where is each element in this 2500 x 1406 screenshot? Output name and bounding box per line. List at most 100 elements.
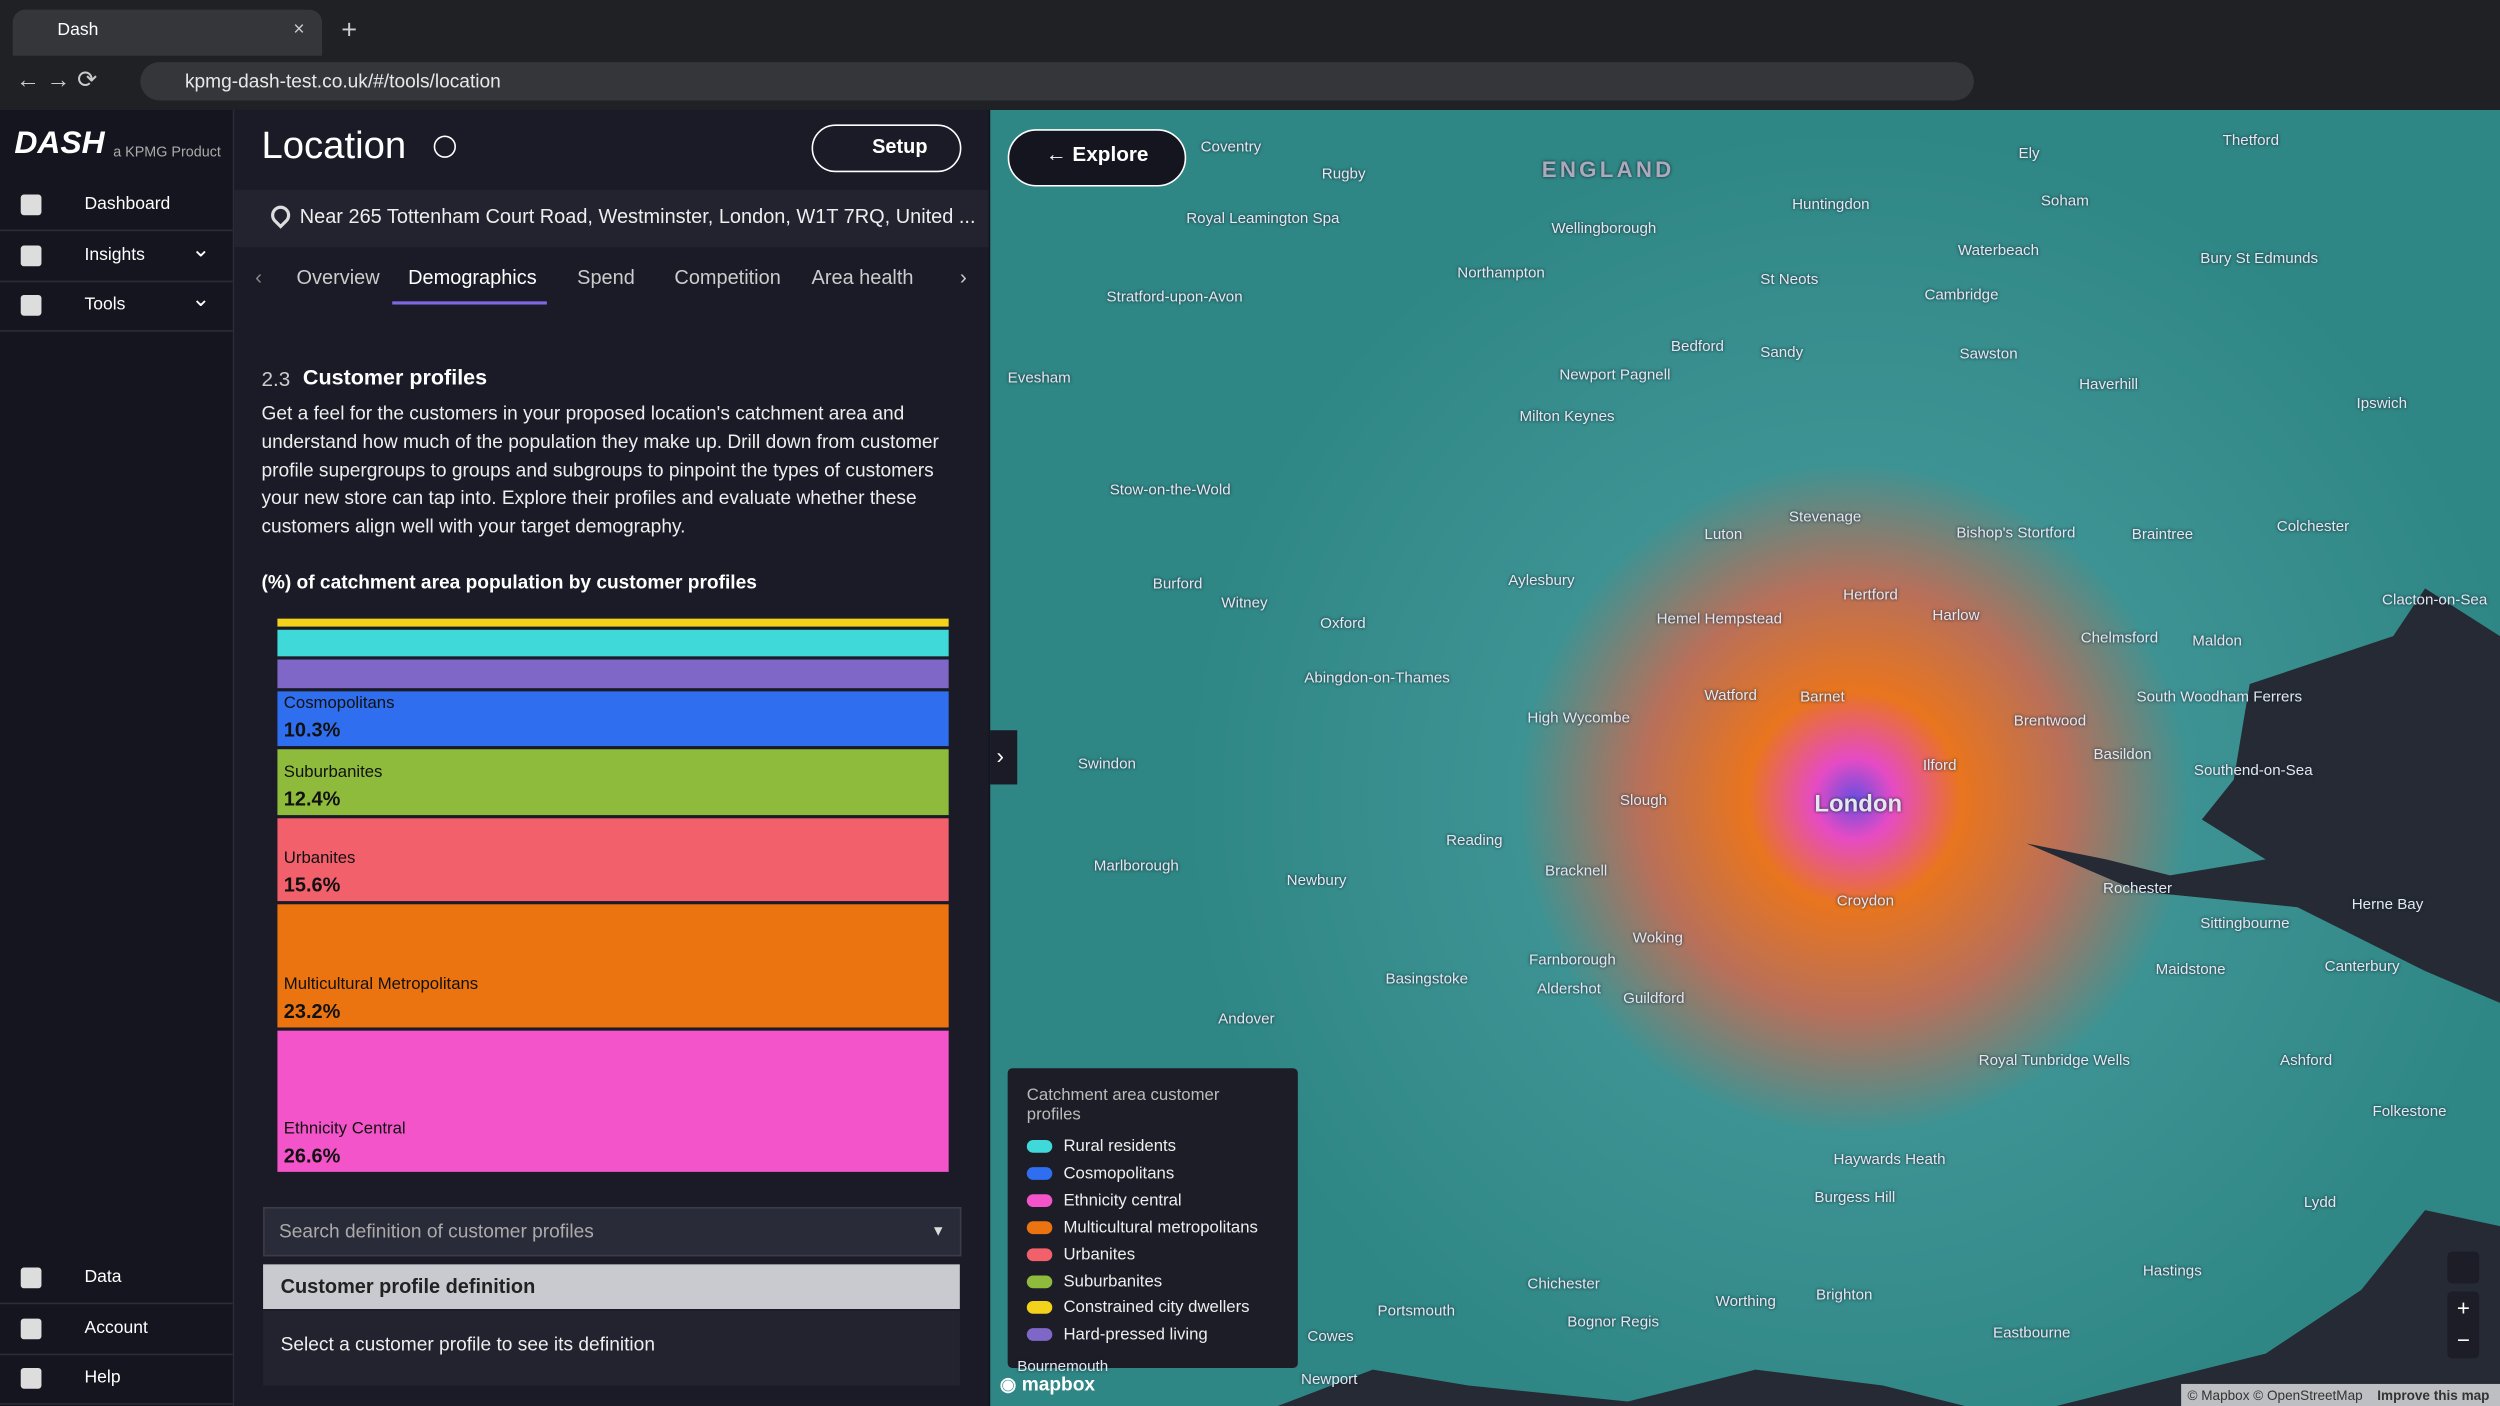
segment-label: Multicultural Metropolitans	[284, 974, 478, 993]
map-label: Thetford	[2222, 132, 2280, 150]
chevron: ⌄	[191, 285, 211, 311]
map-label: Worthing	[1715, 1293, 1776, 1311]
map-label: Brighton	[1816, 1286, 1873, 1305]
tab-underline	[392, 301, 547, 305]
chart-title: (%) of catchment area population by cust…	[261, 570, 757, 594]
nav-item[interactable]: Data	[0, 1253, 233, 1305]
address-bar[interactable]	[140, 62, 1974, 101]
map-label: Folkestone	[2372, 1103, 2447, 1121]
definition-text: Select a customer profile to see its def…	[280, 1332, 655, 1356]
tab[interactable]: Competition	[674, 266, 781, 289]
legend-label: Urbanites	[1063, 1244, 1136, 1264]
tab-next[interactable]: ›	[959, 264, 967, 289]
nav-label: Help	[84, 1367, 121, 1388]
map-label: Royal Leamington Spa	[1186, 210, 1340, 228]
attribution: © Mapbox © OpenStreetMap	[2187, 1387, 2363, 1404]
legend-swatch	[1026, 1166, 1053, 1180]
new-tab[interactable]: +	[341, 14, 358, 45]
tab-title: Dash	[57, 20, 99, 40]
tab-close[interactable]: ×	[293, 17, 305, 40]
explore-label: ← Explore	[1045, 141, 1149, 166]
nav-item[interactable]: Tools ⌄	[0, 281, 233, 332]
map-label: Eastbourne	[1993, 1324, 2071, 1343]
nav-buttons[interactable]: ← → ⟳	[15, 66, 98, 95]
mapbox-logo: ◉ mapbox	[999, 1372, 1096, 1396]
collapse-button[interactable]	[990, 730, 1018, 785]
segment	[277, 1030, 949, 1172]
segment	[277, 904, 949, 1028]
mapbox-text: mapbox	[1021, 1372, 1096, 1396]
map-label: Burgess Hill	[1814, 1189, 1896, 1207]
map-label: Bury St Edmunds	[2200, 250, 2319, 268]
setup-label: Setup	[872, 135, 928, 158]
section-title: Customer profiles	[302, 365, 488, 390]
tab[interactable]: Spend	[577, 266, 635, 289]
map-label: Reading	[1446, 832, 1503, 850]
map-label: Slough	[1619, 792, 1668, 810]
logo: DASH	[14, 125, 105, 162]
map-label: Sandy	[1760, 344, 1804, 362]
dropdown-arrow[interactable]: ▼	[931, 1222, 946, 1239]
tab[interactable]: Area health	[811, 266, 914, 289]
map-label: Newport Pagnell	[1559, 366, 1671, 385]
tab[interactable]	[12, 9, 323, 56]
segment	[277, 691, 949, 747]
map-label: Portsmouth	[1377, 1302, 1456, 1321]
tab[interactable]: Demographics	[408, 266, 537, 289]
legend-swatch	[1026, 1247, 1053, 1261]
map-label: Rochester	[2103, 880, 2173, 898]
tab[interactable]: Overview	[296, 266, 380, 289]
setup-button[interactable]	[811, 124, 962, 173]
map-label: Witney	[1221, 594, 1268, 613]
legend-label: Cosmopolitans	[1063, 1163, 1175, 1183]
nav-icon	[20, 244, 42, 266]
tagline: a KPMG Product	[113, 143, 221, 160]
locate-button[interactable]	[2447, 1251, 2480, 1284]
search-box[interactable]	[263, 1206, 962, 1257]
segment-label: Cosmopolitans	[284, 693, 395, 712]
nav-item[interactable]: Account	[0, 1303, 233, 1355]
attribution-bar	[2181, 1383, 2500, 1406]
map-label: London	[1814, 790, 1903, 818]
legend-swatch	[1026, 1274, 1053, 1288]
improve-link[interactable]: Improve this map	[2377, 1387, 2490, 1404]
nav-item[interactable]: Insights ⌄	[0, 230, 233, 282]
map-label: Brentwood	[2013, 712, 2087, 731]
map-label: Ipswich	[2356, 395, 2408, 413]
segment-value: 26.6%	[284, 1145, 341, 1167]
segment-value: 12.4%	[284, 789, 341, 811]
nav-item[interactable]: Dashboard	[0, 180, 233, 232]
map-label: Aldershot	[1537, 980, 1602, 999]
map-label: Ilford	[1922, 757, 1957, 775]
sidebar: DASH a KPMG Product Dashboard Insights ⌄ To…	[0, 110, 235, 1406]
map-label: Huntingdon	[1792, 196, 1870, 214]
zoom-buttons[interactable]: + −	[2447, 1291, 2480, 1359]
nav-item[interactable]: Help	[0, 1354, 233, 1405]
legend-label: Hard-pressed living	[1063, 1325, 1208, 1345]
map-label: Clacton-on-Sea	[2382, 591, 2488, 610]
segment-label: Suburbanites	[284, 762, 383, 781]
map-label: Maldon	[2192, 632, 2243, 651]
map-label: Waterbeach	[1957, 242, 2040, 260]
definition-body	[263, 1310, 960, 1386]
nav-icon	[20, 1367, 42, 1389]
segment-value: 15.6%	[284, 875, 341, 897]
map-label: Burford	[1152, 575, 1203, 594]
nav-icon	[20, 194, 42, 216]
map-label: Aylesbury	[1508, 572, 1575, 590]
map[interactable]	[990, 110, 2500, 1406]
explore-text: Explore	[1072, 141, 1149, 166]
info-icon[interactable]	[433, 135, 456, 158]
chevron: ⌄	[191, 235, 211, 261]
map-label: Chichester	[1527, 1275, 1600, 1294]
map-label: Haverhill	[2079, 376, 2139, 394]
tab-prev[interactable]: ‹	[255, 264, 263, 289]
map-label: ENGLAND	[1541, 156, 1675, 182]
segment-label: Ethnicity Central	[284, 1119, 406, 1138]
explore-button[interactable]	[1007, 129, 1187, 187]
nav-label: Tools	[84, 294, 126, 315]
map-label: Woking	[1632, 929, 1683, 948]
legend-swatch	[1026, 1301, 1053, 1315]
legend-title: Catchment area customer profiles	[1026, 1085, 1220, 1125]
map-label: South Woodham Ferrers	[2136, 688, 2303, 707]
